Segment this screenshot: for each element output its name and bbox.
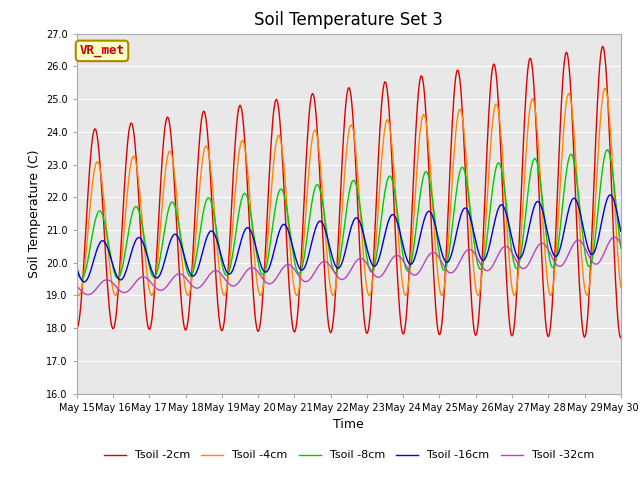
Line: Tsoil -32cm: Tsoil -32cm — [77, 237, 621, 295]
Tsoil -8cm — [448, 230, 456, 236]
Tsoil -16cm — [81, 279, 88, 285]
Tsoil -2cm — [340, 121, 348, 127]
Tsoil -4cm — [568, 103, 575, 109]
Tsoil -32cm — [568, 244, 575, 250]
Tsoil -2cm — [73, 325, 81, 331]
Tsoil -32cm — [341, 275, 349, 281]
Tsoil -4cm — [601, 85, 609, 91]
Tsoil -8cm — [341, 219, 349, 225]
Tsoil -4cm — [341, 166, 349, 172]
Tsoil -4cm — [193, 219, 201, 225]
Tsoil -8cm — [73, 266, 81, 272]
Tsoil -32cm — [448, 270, 456, 276]
Tsoil -2cm — [617, 335, 625, 341]
Tsoil -8cm — [568, 152, 575, 157]
Tsoil -32cm — [611, 234, 619, 240]
Line: Tsoil -4cm: Tsoil -4cm — [77, 88, 621, 295]
Tsoil -16cm — [193, 268, 201, 274]
Tsoil -4cm — [448, 189, 456, 194]
Tsoil -16cm — [73, 265, 81, 271]
Title: Soil Temperature Set 3: Soil Temperature Set 3 — [254, 11, 444, 29]
Tsoil -16cm — [617, 228, 625, 234]
Tsoil -2cm — [193, 190, 200, 196]
Tsoil -16cm — [448, 251, 456, 257]
Tsoil -16cm — [216, 250, 224, 255]
Y-axis label: Soil Temperature (C): Soil Temperature (C) — [28, 149, 40, 278]
Tsoil -2cm — [394, 267, 401, 273]
Tsoil -4cm — [394, 226, 402, 232]
Tsoil -4cm — [76, 292, 83, 298]
Tsoil -32cm — [617, 241, 625, 247]
Tsoil -2cm — [599, 44, 607, 49]
Tsoil -4cm — [73, 288, 81, 293]
Tsoil -32cm — [73, 283, 81, 289]
Tsoil -16cm — [568, 198, 575, 204]
Tsoil -4cm — [617, 284, 625, 290]
Tsoil -16cm — [606, 192, 614, 198]
Tsoil -8cm — [394, 213, 402, 219]
Line: Tsoil -2cm: Tsoil -2cm — [77, 47, 621, 338]
Tsoil -2cm — [567, 90, 575, 96]
Tsoil -32cm — [84, 292, 92, 298]
X-axis label: Time: Time — [333, 418, 364, 431]
Tsoil -8cm — [216, 252, 224, 258]
Tsoil -32cm — [216, 270, 224, 276]
Tsoil -8cm — [77, 276, 85, 282]
Tsoil -2cm — [216, 319, 223, 325]
Tsoil -8cm — [604, 147, 611, 153]
Tsoil -32cm — [193, 285, 201, 291]
Tsoil -8cm — [617, 245, 625, 251]
Tsoil -32cm — [394, 252, 402, 258]
Line: Tsoil -8cm: Tsoil -8cm — [77, 150, 621, 279]
Tsoil -2cm — [447, 150, 454, 156]
Line: Tsoil -16cm: Tsoil -16cm — [77, 195, 621, 282]
Tsoil -16cm — [394, 221, 402, 227]
Legend: Tsoil -2cm, Tsoil -4cm, Tsoil -8cm, Tsoil -16cm, Tsoil -32cm: Tsoil -2cm, Tsoil -4cm, Tsoil -8cm, Tsoi… — [99, 446, 598, 465]
Tsoil -8cm — [193, 250, 201, 256]
Tsoil -16cm — [341, 250, 349, 255]
Text: VR_met: VR_met — [79, 44, 125, 58]
Tsoil -4cm — [216, 276, 224, 282]
